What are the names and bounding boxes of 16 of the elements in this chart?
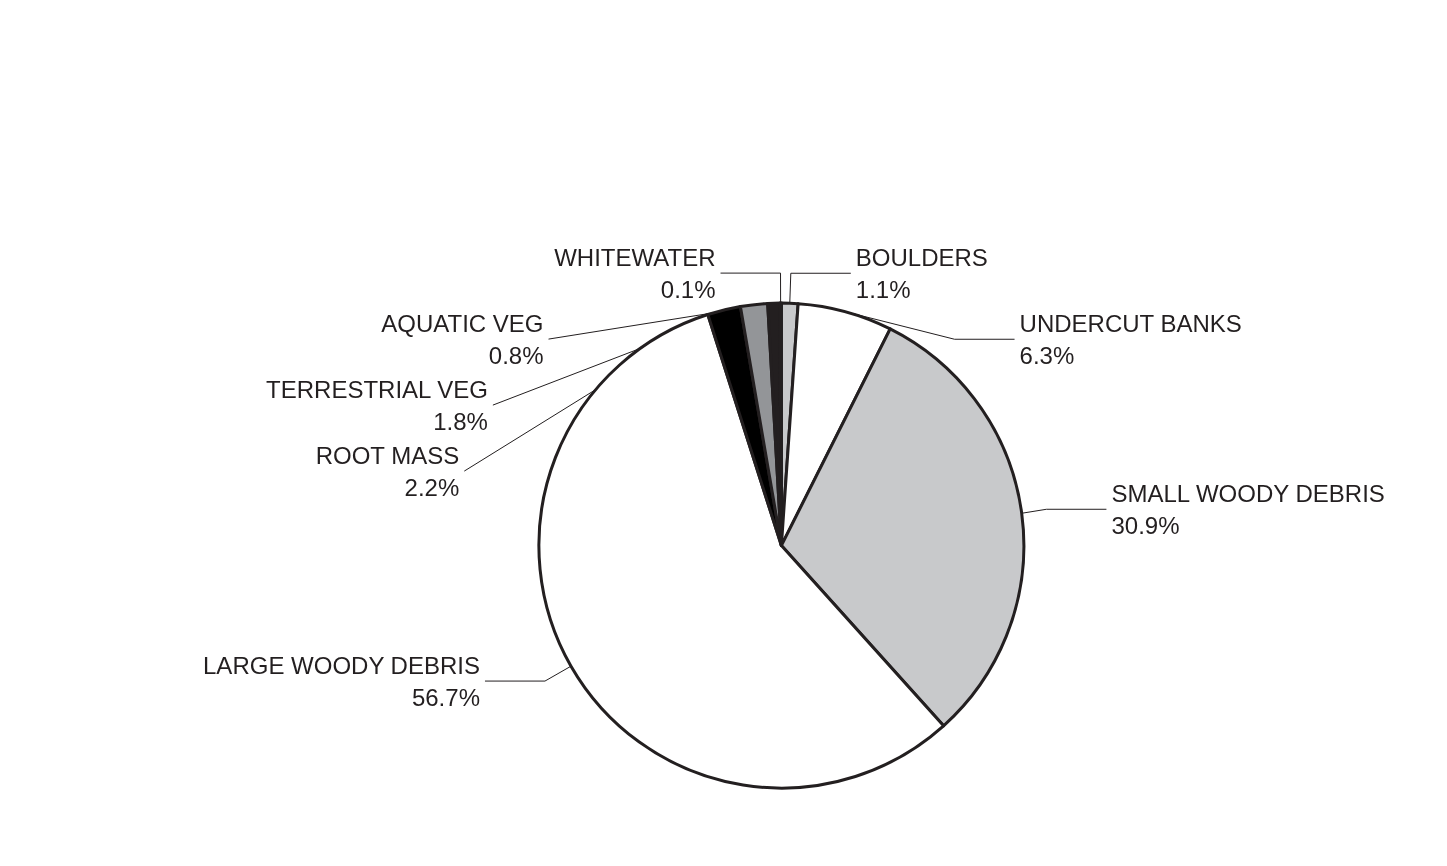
slice-label: ROOT MASS: [315, 441, 460, 469]
slice-label: WHITEWATER: [554, 243, 716, 271]
slice-label: SMALL WOODY DEBRIS: [1111, 479, 1385, 507]
slice-label: LARGE WOODY DEBRIS: [203, 651, 480, 679]
data-label: 0.8%: [488, 341, 544, 369]
data-label: 2.2%: [404, 473, 460, 501]
data-label: 1.1%: [855, 275, 911, 303]
slice-label: TERRESTRIAL VEG: [266, 375, 488, 403]
slice-label: BOULDERS: [855, 243, 988, 271]
data-label: 56.7%: [411, 683, 480, 711]
data-label: 30.9%: [1111, 511, 1180, 539]
data-label: 0.1%: [660, 275, 716, 303]
slice-label: AQUATIC VEG: [381, 309, 544, 337]
data-label: 1.8%: [433, 407, 488, 435]
data-label: 6.3%: [1019, 341, 1075, 369]
slice-label: UNDERCUT BANKS: [1019, 309, 1242, 337]
